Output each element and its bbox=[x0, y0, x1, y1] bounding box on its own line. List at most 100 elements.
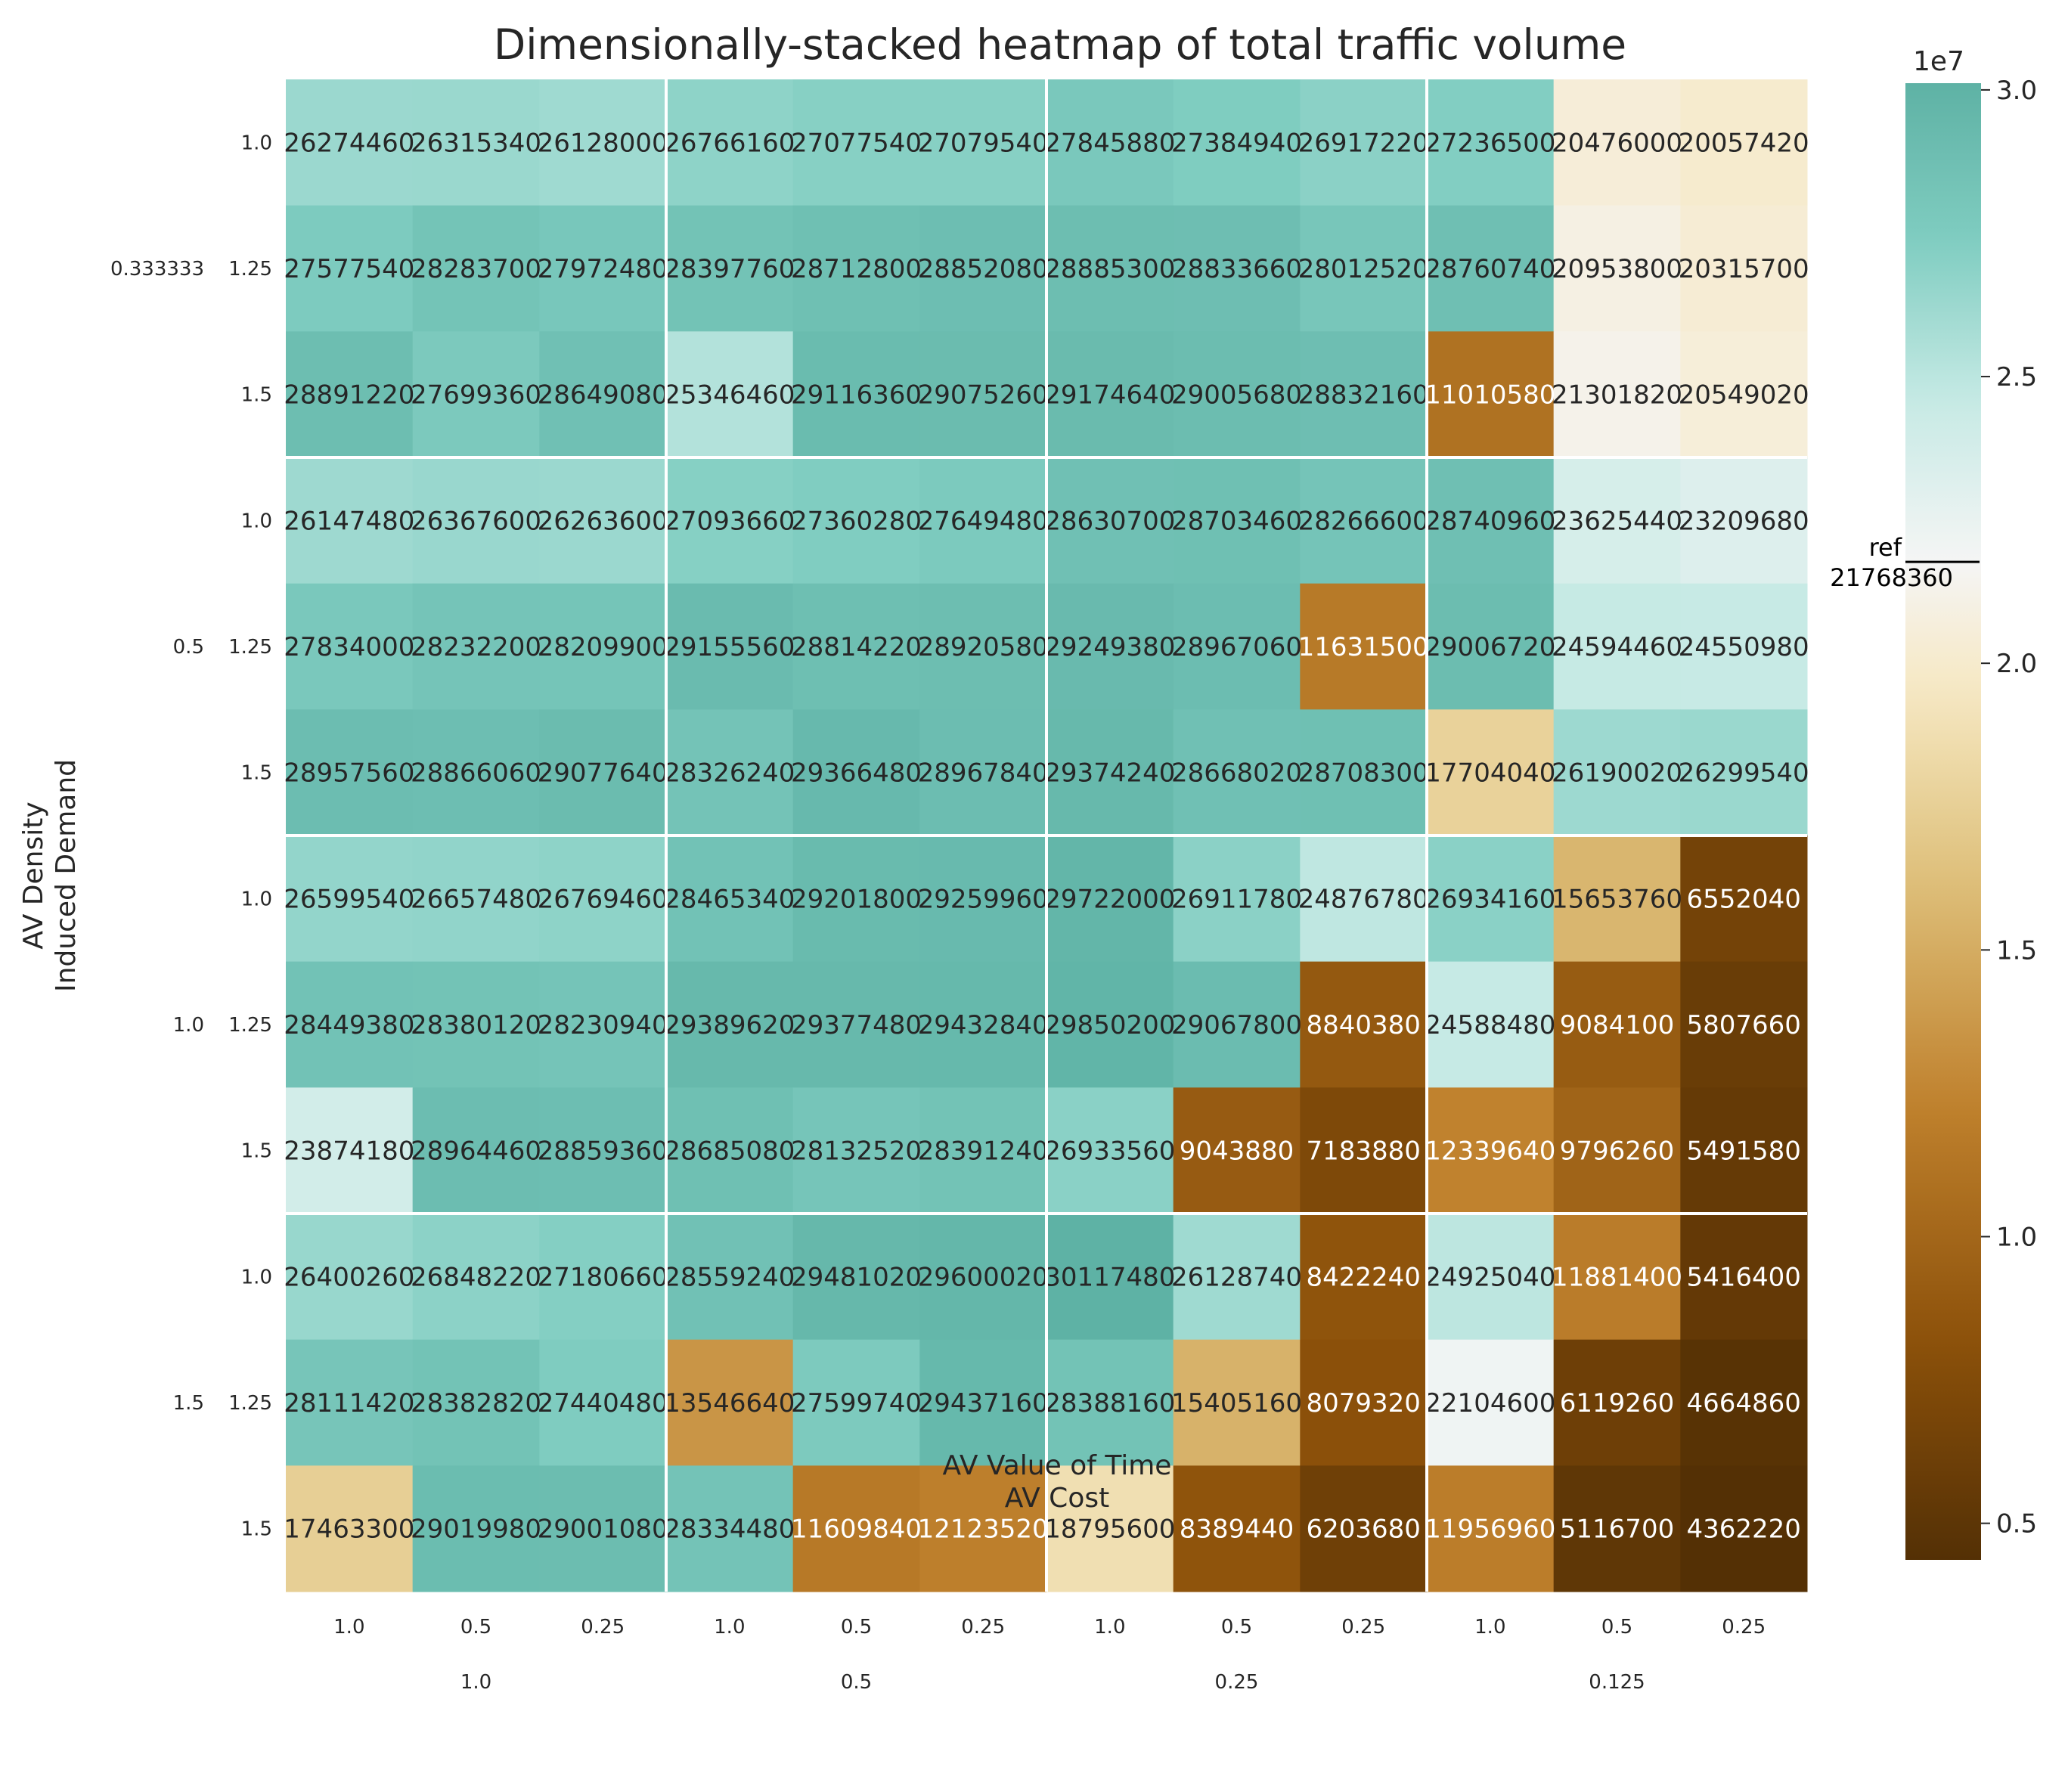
cell-value-label: 27180660 bbox=[538, 1262, 668, 1292]
heatmap-cell bbox=[1046, 1087, 1174, 1214]
heatmap-cell bbox=[792, 457, 920, 584]
cell-value-label: 29077640 bbox=[538, 758, 668, 789]
cell-value-label: 28685080 bbox=[664, 1136, 795, 1167]
cell-value-label: 28388160 bbox=[1044, 1388, 1175, 1418]
heatmap-cell bbox=[539, 1214, 667, 1341]
heatmap-cell bbox=[1427, 1339, 1555, 1466]
heatmap-cell bbox=[1173, 709, 1301, 836]
cell-value-label: 26367600 bbox=[411, 506, 541, 536]
cell-value-label: 5416400 bbox=[1686, 1262, 1800, 1292]
cell-value-label: 28630700 bbox=[1044, 506, 1175, 536]
group-separators bbox=[286, 79, 1807, 1592]
y-outer-tick-labels: 0.333333 0.5 1.0 1.5 bbox=[110, 258, 204, 1415]
heatmap-cell bbox=[412, 331, 540, 458]
cell-value-label: 12339640 bbox=[1425, 1136, 1555, 1167]
y-outer-tick-label: 0.333333 bbox=[110, 258, 204, 281]
cell-value-label: 29432840 bbox=[918, 1010, 1049, 1040]
x-inner-tick-label: 0.25 bbox=[1722, 1616, 1766, 1639]
heatmap-cell bbox=[286, 205, 414, 332]
cell-value-label: 28380120 bbox=[411, 1010, 541, 1040]
heatmap-cell bbox=[286, 79, 414, 206]
y-inner-tick-label: 1.25 bbox=[228, 1014, 272, 1037]
cell-value-label: 28334480 bbox=[664, 1515, 795, 1545]
cell-value-label: 29437160 bbox=[918, 1388, 1049, 1418]
heatmap-cell bbox=[1680, 709, 1808, 836]
cell-value-label: 27077540 bbox=[791, 128, 922, 158]
heatmap-cell bbox=[792, 331, 920, 458]
heatmap-cell bbox=[1427, 961, 1555, 1088]
cell-value-label: 29201800 bbox=[791, 884, 922, 914]
cell-value-label: 23625440 bbox=[1552, 506, 1682, 536]
heatmap-cell bbox=[1680, 331, 1808, 458]
y-inner-tick-label: 1.0 bbox=[241, 1266, 272, 1288]
heatmap-cell bbox=[1173, 331, 1301, 458]
cell-value-label: 27599740 bbox=[791, 1388, 922, 1418]
heatmap-cell bbox=[1046, 331, 1174, 458]
heatmap-cell-labels: 2627446026315340261280002676616027077540… bbox=[284, 128, 1809, 1544]
heatmap-cell bbox=[286, 1339, 414, 1466]
heatmap-cell bbox=[412, 79, 540, 206]
heatmap-cell bbox=[1173, 836, 1301, 963]
x-outer-tick-label: 0.5 bbox=[841, 1671, 872, 1694]
heatmap-cell bbox=[1553, 836, 1681, 963]
heatmap-cell bbox=[1680, 836, 1808, 963]
cell-value-label: 28703460 bbox=[1171, 506, 1302, 536]
cell-value-label: 29075260 bbox=[918, 380, 1049, 411]
cell-value-label: 5116700 bbox=[1560, 1515, 1674, 1545]
cell-value-label: 28465340 bbox=[664, 884, 795, 914]
x-inner-tick-label: 0.5 bbox=[1601, 1616, 1632, 1639]
heatmap-cell bbox=[539, 836, 667, 963]
y-inner-tick-label: 1.5 bbox=[241, 762, 272, 785]
cell-value-label: 28852080 bbox=[918, 254, 1049, 284]
cell-value-label: 20549020 bbox=[1679, 380, 1809, 411]
cell-value-label: 28111420 bbox=[284, 1388, 414, 1418]
x-inner-tick-label: 1.0 bbox=[1094, 1616, 1125, 1639]
heatmap-cell bbox=[1553, 709, 1681, 836]
heatmap-cell bbox=[1427, 709, 1555, 836]
cell-value-label: 11631500 bbox=[1298, 632, 1429, 662]
y-inner-tick-label: 1.0 bbox=[241, 510, 272, 532]
heatmap-cell bbox=[919, 1087, 1047, 1214]
heatmap-cell bbox=[919, 79, 1047, 206]
x-outer-tick-label: 1.0 bbox=[460, 1671, 491, 1694]
y-outer-tick-label: 1.0 bbox=[173, 1014, 204, 1037]
heatmap-cell bbox=[286, 709, 414, 836]
heatmap-cell bbox=[1046, 1465, 1174, 1592]
heatmap-cell bbox=[286, 961, 414, 1088]
heatmap-cell bbox=[1300, 331, 1428, 458]
cell-value-label: 28266600 bbox=[1298, 506, 1429, 536]
heatmap-cell bbox=[792, 709, 920, 836]
cell-value-label: 25346460 bbox=[664, 380, 795, 411]
heatmap-cell bbox=[286, 457, 414, 584]
heatmap-cell bbox=[539, 1087, 667, 1214]
cell-value-label: 28891220 bbox=[284, 380, 414, 411]
cell-value-label: 28957560 bbox=[284, 758, 414, 789]
cell-value-label: 23874180 bbox=[284, 1136, 414, 1167]
cell-value-label: 26917220 bbox=[1298, 128, 1429, 158]
cell-value-label: 20476000 bbox=[1552, 128, 1682, 158]
heatmap-cell bbox=[1553, 1465, 1681, 1592]
heatmap-cell bbox=[1173, 1087, 1301, 1214]
heatmap-cell bbox=[792, 836, 920, 963]
colorbar-ticks: 0.5 1.0 1.5 2.0 2.5 3.0 bbox=[1981, 76, 2037, 1539]
heatmap-cell bbox=[919, 583, 1047, 710]
cell-value-label: 8840380 bbox=[1306, 1010, 1420, 1040]
y-inner-tick-label: 1.5 bbox=[241, 384, 272, 407]
cell-value-label: 29366480 bbox=[791, 758, 922, 789]
heatmap-cell bbox=[539, 583, 667, 710]
cell-value-label: 11881400 bbox=[1552, 1262, 1682, 1292]
heatmap-cell bbox=[1300, 836, 1428, 963]
heatmap-cell bbox=[666, 836, 794, 963]
cell-value-label: 29374240 bbox=[1044, 758, 1175, 789]
y-inner-tick-label: 1.25 bbox=[228, 1392, 272, 1415]
cell-value-label: 28760740 bbox=[1425, 254, 1555, 284]
heatmap-cell bbox=[412, 1465, 540, 1592]
heatmap-cell bbox=[1046, 205, 1174, 332]
heatmap-cell bbox=[1046, 79, 1174, 206]
cell-value-label: 26933560 bbox=[1044, 1136, 1175, 1167]
heatmap-cell bbox=[539, 709, 667, 836]
heatmap-cell bbox=[1553, 79, 1681, 206]
cell-value-label: 12123520 bbox=[918, 1515, 1049, 1545]
heatmap-cell bbox=[666, 583, 794, 710]
